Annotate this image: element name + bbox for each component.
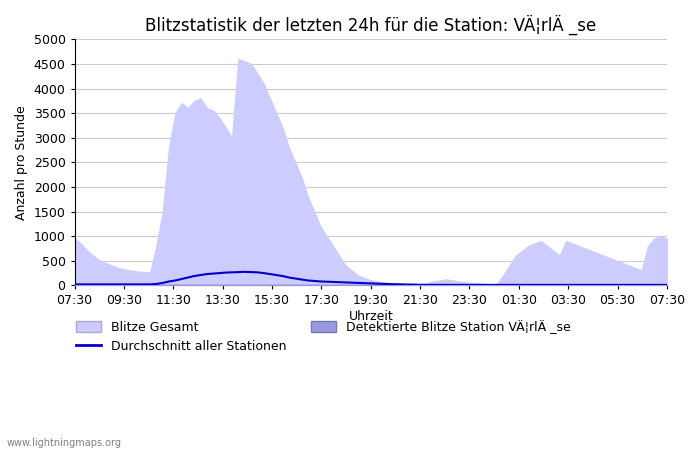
Legend: Blitze Gesamt, Durchschnitt aller Stationen, Detektierte Blitze Station VÄ¦rlÄ _: Blitze Gesamt, Durchschnitt aller Statio… <box>71 315 576 358</box>
Y-axis label: Anzahl pro Stunde: Anzahl pro Stunde <box>15 105 28 220</box>
Title: Blitzstatistik der letzten 24h für die Station: VÄ¦rlÄ _se: Blitzstatistik der letzten 24h für die S… <box>145 15 596 36</box>
Text: www.lightningmaps.org: www.lightningmaps.org <box>7 438 122 448</box>
X-axis label: Uhrzeit: Uhrzeit <box>349 310 393 323</box>
